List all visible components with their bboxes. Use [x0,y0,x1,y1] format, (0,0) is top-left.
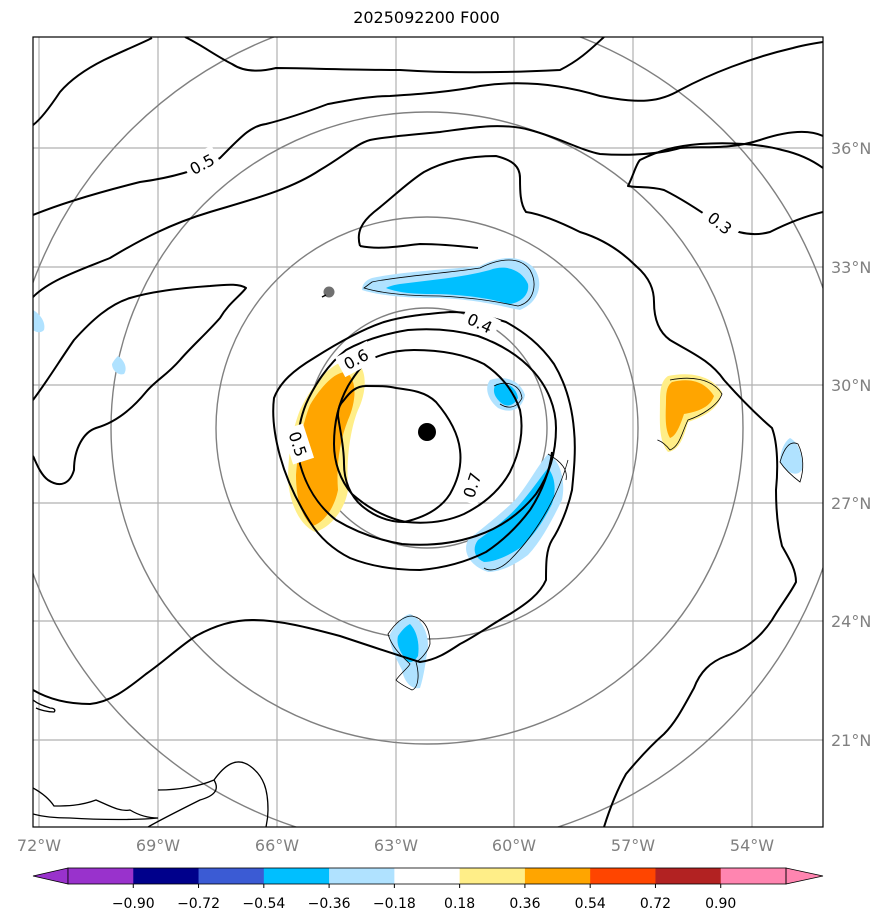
lat-label: 30°N [831,376,871,395]
longitude-labels: 72°W 69°W 66°W 63°W 60°W 57°W 54°W [17,836,774,855]
lat-label: 36°N [831,139,871,158]
positive-shading [288,360,722,532]
colorbar-extend-low [32,867,69,885]
colorbar-cell [133,868,200,884]
colorbar-tick-label: 0.54 [575,896,606,912]
minor-center-marker [323,286,335,298]
lat-label: 21°N [831,731,871,750]
lat-label: 24°N [831,612,871,631]
minor-center-tick [321,294,327,298]
colorbar: −0.90 −0.72 −0.54 −0.36 −0.18 0.18 0.36 0.54 0.7… [32,867,824,912]
storm-center-marker [418,423,436,441]
latitude-labels: 36°N 33°N 30°N 27°N 24°N 21°N [831,139,871,750]
colorbar-cell [198,868,265,884]
colorbar-cells [68,868,787,884]
map-title: 2025092200 F000 [353,8,500,27]
lon-label: 72°W [17,836,61,855]
colorbar-cell [394,868,461,884]
colorbar-tick-label: 0.72 [640,896,671,912]
lat-label: 33°N [831,258,871,277]
colorbar-cell [329,868,395,884]
colorbar-tick-label: −0.36 [308,896,351,912]
colorbar-extend-high [785,867,824,885]
lon-label: 69°W [136,836,180,855]
lon-label: 63°W [374,836,418,855]
shading-outlines [363,259,804,691]
coastline [33,699,269,827]
colorbar-cell [590,868,656,884]
colorbar-tick-label: 0.90 [705,896,736,912]
colorbar-tick-label: −0.54 [242,896,285,912]
colorbar-cell [459,868,526,884]
lat-label: 27°N [831,494,871,513]
lon-label: 57°W [611,836,655,855]
lon-label: 60°W [492,836,536,855]
colorbar-tick-label: −0.18 [373,896,416,912]
colorbar-tick-label: −0.90 [112,896,155,912]
colorbar-frame [67,867,787,885]
colorbar-cell [655,868,722,884]
lon-label: 66°W [255,836,299,855]
contours [33,37,823,827]
lon-label: 54°W [730,836,774,855]
colorbar-cell [263,868,330,884]
colorbar-tick-label: 0.18 [444,896,475,912]
colorbar-tick-label: −0.72 [177,896,220,912]
colorbar-tick-label: 0.36 [509,896,540,912]
colorbar-ticks: −0.90 −0.72 −0.54 −0.36 −0.18 0.18 0.36 0.54 0.7… [112,884,736,912]
colorbar-cell [720,868,787,884]
colorbar-cell [524,868,591,884]
map-frame [32,36,824,828]
colorbar-cell [68,868,134,884]
